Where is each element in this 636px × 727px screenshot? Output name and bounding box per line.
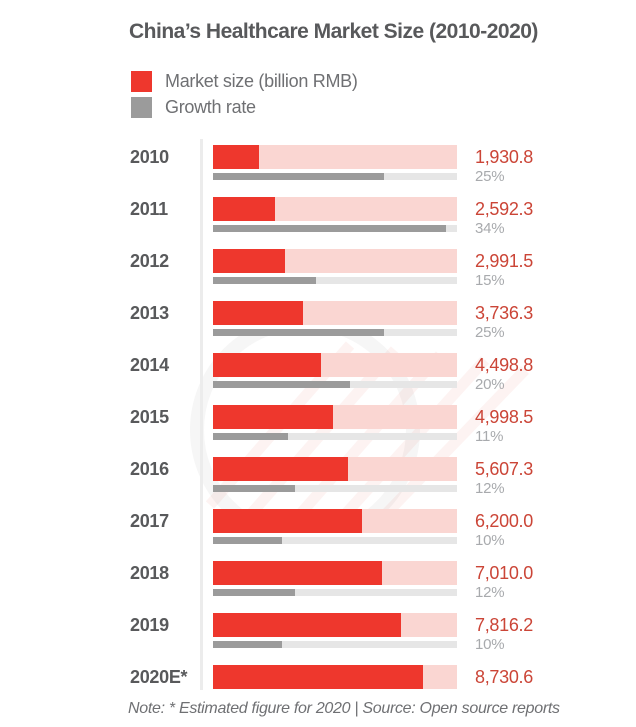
year-label: 2012 bbox=[130, 251, 169, 271]
chart-row: 2015 4,998.5 11% bbox=[0, 405, 636, 457]
market-size-value: 7,816.2 bbox=[475, 615, 533, 635]
market-size-bar bbox=[213, 457, 348, 481]
market-size-bar bbox=[213, 249, 285, 273]
market-size-value: 2,592.3 bbox=[475, 199, 533, 219]
market-size-track bbox=[213, 301, 457, 325]
growth-rate-bar bbox=[213, 589, 296, 596]
market-size-value: 5,607.3 bbox=[475, 459, 533, 479]
growth-rate-value: 20% bbox=[475, 376, 505, 393]
year-label: 2017 bbox=[130, 511, 169, 531]
market-size-track bbox=[213, 353, 457, 377]
growth-rate-value: 12% bbox=[475, 584, 505, 601]
legend-label-growth-rate: Growth rate bbox=[165, 97, 256, 117]
growth-rate-value: 15% bbox=[475, 272, 505, 289]
market-size-value: 6,200.0 bbox=[475, 511, 533, 531]
market-size-value: 1,930.8 bbox=[475, 147, 533, 167]
market-size-bar bbox=[213, 353, 322, 377]
chart-row: 2014 4,498.8 20% bbox=[0, 353, 636, 405]
year-label: 2018 bbox=[130, 563, 169, 583]
year-label: 2015 bbox=[130, 407, 169, 427]
growth-rate-bar bbox=[213, 537, 282, 544]
legend-item-growth-rate: Growth rate bbox=[131, 97, 358, 118]
growth-rate-track bbox=[213, 485, 457, 492]
growth-rate-value: 25% bbox=[475, 324, 505, 341]
chart-row: 2013 3,736.3 25% bbox=[0, 301, 636, 353]
year-label: 2016 bbox=[130, 459, 169, 479]
year-label: 2014 bbox=[130, 355, 169, 375]
market-size-bar bbox=[213, 405, 334, 429]
chart-row: 2017 6,200.0 10% bbox=[0, 509, 636, 561]
axis-line bbox=[200, 139, 203, 690]
growth-rate-track bbox=[213, 381, 457, 388]
market-size-bar bbox=[213, 301, 303, 325]
chart-row: 2011 2,592.3 34% bbox=[0, 197, 636, 249]
growth-rate-track bbox=[213, 433, 457, 440]
growth-rate-value: 12% bbox=[475, 480, 505, 497]
growth-rate-bar bbox=[213, 173, 385, 180]
growth-rate-track bbox=[213, 641, 457, 648]
market-size-value: 4,498.8 bbox=[475, 355, 533, 375]
market-size-track bbox=[213, 457, 457, 481]
growth-rate-value: 11% bbox=[475, 428, 504, 445]
growth-rate-bar bbox=[213, 433, 289, 440]
growth-rate-value: 10% bbox=[475, 636, 505, 653]
market-size-track bbox=[213, 561, 457, 585]
year-label: 2013 bbox=[130, 303, 169, 323]
growth-rate-bar bbox=[213, 225, 447, 232]
market-size-bar bbox=[213, 509, 363, 533]
growth-rate-track bbox=[213, 589, 457, 596]
market-size-value: 3,736.3 bbox=[475, 303, 533, 323]
legend: Market size (billion RMB) Growth rate bbox=[131, 71, 358, 123]
growth-rate-track bbox=[213, 225, 457, 232]
footnote: Note: * Estimated figure for 2020 | Sour… bbox=[128, 700, 560, 717]
market-size-bar bbox=[213, 665, 423, 689]
market-size-value: 7,010.0 bbox=[475, 563, 533, 583]
legend-label-market-size: Market size (billion RMB) bbox=[165, 71, 358, 91]
market-size-value: 4,998.5 bbox=[475, 407, 533, 427]
market-size-track bbox=[213, 249, 457, 273]
growth-rate-swatch-icon bbox=[131, 97, 152, 118]
market-size-bar bbox=[213, 145, 260, 169]
chart-row: 2012 2,991.5 15% bbox=[0, 249, 636, 301]
growth-rate-track bbox=[213, 329, 457, 336]
year-label: 2019 bbox=[130, 615, 169, 635]
chart-row: 2020E* 8,730.6 bbox=[0, 665, 636, 717]
chart-row: 2019 7,816.2 10% bbox=[0, 613, 636, 665]
growth-rate-bar bbox=[213, 329, 385, 336]
legend-item-market-size: Market size (billion RMB) bbox=[131, 71, 358, 92]
market-size-track bbox=[213, 405, 457, 429]
chart-row: 2018 7,010.0 12% bbox=[0, 561, 636, 613]
chart-title: China’s Healthcare Market Size (2010-202… bbox=[129, 20, 538, 43]
market-size-track bbox=[213, 197, 457, 221]
market-size-bar bbox=[213, 561, 382, 585]
growth-rate-track bbox=[213, 537, 457, 544]
growth-rate-value: 34% bbox=[475, 220, 505, 237]
chart-row: 2016 5,607.3 12% bbox=[0, 457, 636, 509]
growth-rate-track bbox=[213, 173, 457, 180]
market-size-bar bbox=[213, 613, 401, 637]
market-size-swatch-icon bbox=[131, 71, 152, 92]
growth-rate-bar bbox=[213, 277, 316, 284]
growth-rate-value: 25% bbox=[475, 168, 505, 185]
market-size-track bbox=[213, 613, 457, 637]
market-size-value: 8,730.6 bbox=[475, 667, 533, 687]
year-label: 2011 bbox=[130, 199, 168, 219]
growth-rate-bar bbox=[213, 641, 282, 648]
market-size-bar bbox=[213, 197, 276, 221]
market-size-value: 2,991.5 bbox=[475, 251, 533, 271]
year-label: 2020E* bbox=[130, 667, 188, 687]
growth-rate-value: 10% bbox=[475, 532, 505, 549]
market-size-track bbox=[213, 665, 457, 689]
growth-rate-track bbox=[213, 277, 457, 284]
growth-rate-bar bbox=[213, 381, 351, 388]
market-size-track bbox=[213, 509, 457, 533]
growth-rate-bar bbox=[213, 485, 296, 492]
market-size-track bbox=[213, 145, 457, 169]
chart-row: 2010 1,930.8 25% bbox=[0, 145, 636, 197]
year-label: 2010 bbox=[130, 147, 169, 167]
